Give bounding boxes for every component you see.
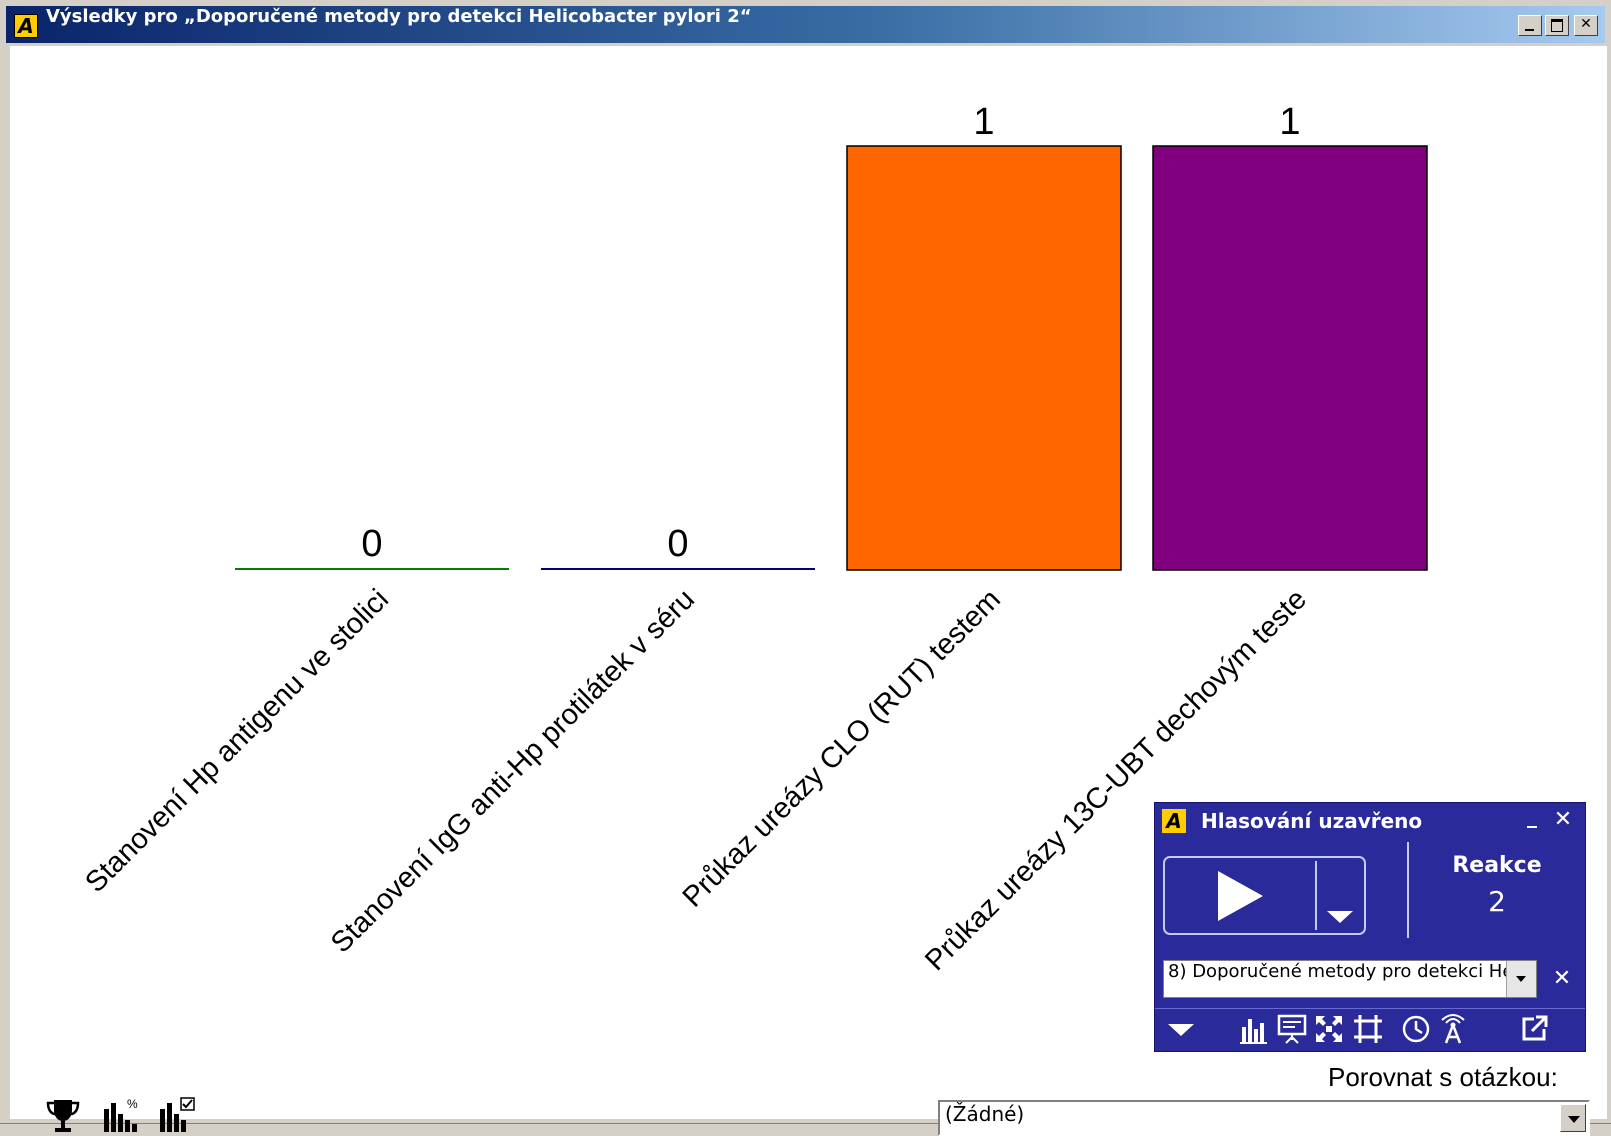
chart-value-label: 0	[361, 523, 382, 565]
clock-icon[interactable]	[1400, 1013, 1432, 1045]
chevron-down-icon[interactable]	[1560, 1104, 1586, 1132]
compare-question-select[interactable]: (Žádné)	[938, 1100, 1590, 1136]
chart-category-label: Stanovení IgG anti-Hp protilátek v séru	[325, 583, 701, 959]
chart-value-label: 1	[1279, 101, 1300, 143]
question-select[interactable]: 8) Doporučené metody pro detekci Helicob…	[1163, 960, 1537, 998]
panel-separator	[1407, 842, 1409, 938]
trophy-icon[interactable]	[43, 1096, 83, 1136]
chart-bar	[846, 145, 1122, 571]
close-button[interactable]	[1574, 15, 1598, 36]
svg-text:%: %	[127, 1097, 138, 1111]
play-options-dropdown[interactable]	[1317, 858, 1364, 933]
panel-logo: A	[1162, 809, 1186, 833]
chart-value-label: 0	[667, 523, 688, 565]
chart-bar	[1152, 145, 1428, 571]
popout-icon[interactable]	[1518, 1013, 1550, 1045]
window-title: Výsledky pro „Doporučené metody pro dete…	[46, 6, 752, 27]
crop-icon[interactable]	[1352, 1013, 1384, 1045]
responses-label: Reakce	[1452, 853, 1542, 878]
polling-panel: A Hlasování uzavřeno ✕ Reakce 2 8) Dopor…	[1154, 802, 1586, 1052]
chart-value-label: 1	[973, 101, 994, 143]
play-divider	[1315, 861, 1317, 930]
minimize-button[interactable]	[1518, 15, 1542, 36]
chevron-down-icon[interactable]	[1506, 961, 1536, 997]
compare-selected-value: (Žádné)	[945, 1102, 1025, 1126]
toolbar-menu-button[interactable]	[1165, 1016, 1197, 1044]
panel-close-button[interactable]: ✕	[1553, 807, 1573, 832]
responses-count: 2	[1488, 885, 1506, 918]
app-logo: A	[14, 14, 38, 38]
question-clear-button[interactable]: ✕	[1552, 966, 1572, 991]
fullscreen-icon[interactable]	[1313, 1013, 1345, 1045]
title-bar[interactable]: A Výsledky pro „Doporučené metody pro de…	[6, 6, 1605, 43]
play-control	[1163, 856, 1366, 935]
checked-chart-icon[interactable]	[157, 1096, 197, 1136]
chart-bar	[235, 568, 509, 570]
panel-minimize-button[interactable]	[1521, 807, 1545, 833]
chart-category-label: Průkaz ureázy CLO (RUT) testem	[677, 583, 1007, 913]
percent-chart-icon[interactable]: %	[101, 1096, 141, 1136]
results-bar-chart: 0 Stanovení Hp antigenu ve stolici 0 Stanov…	[79, 101, 1428, 977]
chart-category-label: Stanovení Hp antigenu ve stolici	[79, 583, 395, 899]
presentation-icon[interactable]	[1276, 1013, 1308, 1045]
bar-chart-icon[interactable]	[1238, 1013, 1270, 1045]
play-button[interactable]	[1165, 858, 1315, 933]
compare-label: Porovnat s otázkou:	[1328, 1062, 1558, 1092]
client-area: 0 Stanovení Hp antigenu ve stolici 0 Stanov…	[10, 46, 1607, 1136]
panel-divider	[1155, 1008, 1585, 1009]
chart-bar	[541, 568, 815, 570]
panel-title: Hlasování uzavřeno	[1201, 809, 1423, 833]
maximize-button[interactable]	[1545, 15, 1569, 36]
broadcast-icon[interactable]	[1437, 1013, 1469, 1045]
question-selected-value: 8) Doporučené metody pro detekci Helicob…	[1168, 961, 1506, 982]
